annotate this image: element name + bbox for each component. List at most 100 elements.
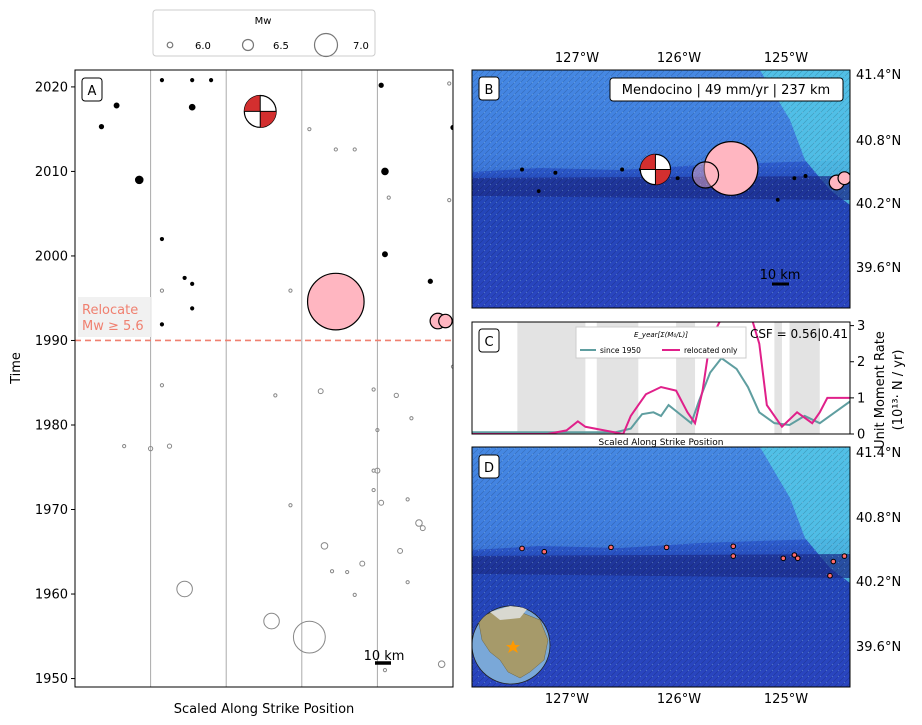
panel-a-ytick-label: 1990 — [35, 334, 68, 349]
panel-a-catalog-point — [397, 547, 404, 554]
panel-a-catalog-point — [352, 592, 357, 597]
panel-a-xlabel: Scaled Along Strike Position — [174, 702, 355, 717]
size-legend-label-7-0: 7.0 — [353, 41, 369, 52]
panel-c-legend-relocated-label: relocated only — [684, 346, 738, 355]
panel-d-event-point — [730, 543, 737, 550]
panel-a-scalebar-label: 10 km — [364, 649, 405, 664]
panel-d-event-point — [519, 545, 525, 552]
panel-d-event-point — [780, 555, 787, 562]
panel-b-tag: B — [485, 83, 494, 98]
panel-d-event-point — [827, 572, 833, 579]
panel-a-catalog-point — [371, 468, 376, 473]
panel-a-catalog-point — [415, 519, 423, 527]
size-legend-title: Mw — [255, 16, 272, 27]
panel-a-event-point — [208, 78, 214, 83]
panel-a-catalog-point — [405, 497, 410, 502]
panel-c-ylabel-units: (10¹³· N / yr) — [891, 350, 906, 431]
relocate-label-box — [78, 297, 152, 337]
panel-a-catalog-point — [292, 620, 326, 654]
panel-a-event-point — [381, 167, 389, 176]
panel-a-catalog-point — [409, 416, 414, 421]
size-legend-label-6-0: 6.0 — [195, 41, 211, 52]
panel-c-ytick-label: 0 — [857, 428, 865, 443]
panel-a-catalog-point — [333, 147, 338, 152]
panel-d-lat-label-40-2: 40.2°N — [856, 575, 901, 590]
panel-b-events — [520, 141, 850, 202]
panel-c-y-axis: 0 1 2 3 — [850, 319, 865, 443]
size-legend: Mw 6.0 6.5 7.0 — [152, 9, 376, 58]
panel-a-event-point — [113, 102, 120, 109]
panel-b-lat-label-41-4: 41.4°N — [856, 68, 901, 83]
panel-d-event-point — [794, 555, 801, 562]
panel-b-lon-label-127: 127°W — [555, 51, 599, 66]
panel-d-event-point — [841, 553, 848, 559]
relocate-threshold-label: Mw ≥ 5.6 — [82, 319, 144, 334]
panel-a-catalog-point — [352, 147, 357, 152]
panel-a-catalog-point — [382, 667, 388, 673]
panel-b-info: Mendocino | 49 mm/yr | 237 km — [622, 83, 830, 98]
panel-a-catalog-point — [263, 612, 280, 630]
panel-d: D 127°W 126°W 125°W 41.4°N 40.8°N 40.2°N… — [471, 446, 901, 707]
panel-a: 1950 1960 1970 1980 1990 2000 2010 2020 Relocat… — [9, 69, 454, 717]
panel-a-focal-mechanism-quadrant — [244, 95, 261, 112]
panel-c-legend-box — [575, 326, 747, 359]
panel-a-ytick-label: 2000 — [35, 249, 68, 264]
panel-a-frame — [74, 69, 454, 688]
panel-a-event-point — [378, 82, 384, 88]
panel-b-lon-label-125: 125°W — [764, 51, 808, 66]
panel-c: 0 1 2 3 C CSF = 0.56|0.41 E_year[Σ(M₀/L)] s… — [471, 319, 906, 449]
panel-a-event-point — [188, 103, 196, 111]
panel-a-catalog-point — [176, 580, 193, 598]
panel-a-catalog-point — [273, 393, 278, 398]
panel-c-series-relocated — [472, 322, 850, 434]
panel-d-event-point — [608, 544, 614, 551]
panel-b-event-point — [775, 197, 780, 202]
panel-a-catalog-point — [288, 288, 293, 293]
panel-c-tag-box — [478, 328, 500, 353]
panel-d-event-point — [791, 552, 798, 558]
panel-b-event-point — [675, 176, 680, 181]
panel-a-events — [98, 78, 453, 673]
panel-c-ylabel: Unit Moment Rate — [873, 331, 888, 449]
panel-b-relocated-event — [703, 141, 759, 196]
panel-a-event-point — [182, 275, 187, 281]
panel-a-event-point — [159, 322, 165, 327]
panel-c-ytick-label: 3 — [857, 319, 865, 334]
panel-a-focal-mechanism-quadrant — [260, 111, 277, 128]
panel-c-shaded-range — [517, 322, 586, 434]
panel-a-ytick-label: 1980 — [35, 418, 68, 433]
panel-b: B Mendocino | 49 mm/yr | 237 km 10 km 12… — [471, 51, 901, 309]
size-legend-marker-7-0 — [313, 32, 339, 58]
panel-a-catalog-point — [329, 569, 335, 574]
panel-d-event-point — [830, 558, 837, 565]
panel-d-events — [519, 543, 848, 579]
panel-a-catalog-point — [447, 81, 452, 86]
panel-b-lat-label-39-6: 39.6°N — [856, 261, 901, 276]
panel-b-lat-label-40-8: 40.8°N — [856, 134, 901, 149]
panel-a-y-axis: 1950 1960 1970 1980 1990 2000 2010 2020 — [35, 80, 75, 687]
panel-a-catalog-point — [393, 392, 399, 399]
relocate-label: Relocate — [82, 303, 138, 318]
panel-a-ytick-label: 2010 — [35, 165, 68, 180]
panel-a-catalog-point — [419, 525, 426, 532]
panel-c-csf: CSF = 0.56|0.41 — [750, 327, 848, 341]
panel-b-event-point — [520, 167, 525, 172]
panel-a-event-point — [159, 236, 165, 242]
panel-d-map — [472, 447, 850, 687]
panel-a-event-point — [427, 278, 433, 284]
panel-b-event-point — [553, 170, 558, 175]
panel-a-catalog-point — [317, 388, 324, 395]
panel-a-catalog-point — [307, 127, 312, 132]
panel-a-event-point — [190, 78, 195, 83]
panel-a-relocated-event — [438, 313, 453, 329]
panel-d-event-point — [730, 553, 737, 559]
size-legend-marker-6-0 — [166, 41, 174, 49]
panel-a-catalog-point — [122, 444, 127, 449]
panel-d-event-point — [663, 544, 670, 551]
panel-a-ytick-label: 1970 — [35, 503, 68, 518]
size-legend-label-6-5: 6.5 — [273, 41, 289, 52]
panel-a-catalog-point — [320, 542, 329, 550]
panel-a-event-point — [134, 175, 144, 185]
globe-ice — [490, 606, 528, 620]
panel-a-catalog-point — [159, 288, 165, 293]
